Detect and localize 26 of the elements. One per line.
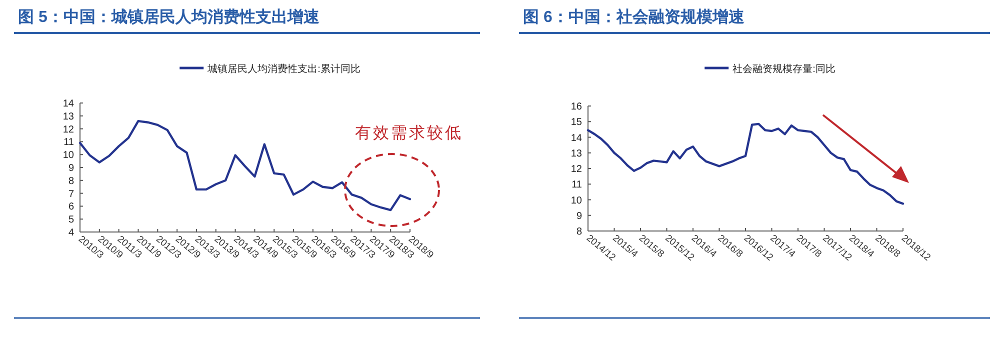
y-tick-label: 11: [572, 180, 582, 191]
y-tick-label: 13: [570, 148, 582, 160]
y-tick-label: 12: [62, 124, 74, 136]
y-tick-label: 14: [62, 98, 74, 110]
y-tick-label: 11: [64, 137, 74, 148]
y-tick-label: 4: [68, 228, 74, 238]
y-tick-label: 9: [68, 163, 74, 174]
legend-label: 社会融资规模存量:同比: [732, 63, 836, 75]
legend-label: 城镇居民人均消费性支出:累计同比: [206, 63, 360, 75]
line-series: [586, 122, 904, 205]
chart-title: 图 5：中国：城镇居民人均消费性支出增速: [18, 8, 320, 26]
y-tick-label: 10: [62, 150, 74, 162]
y-tick-label: 14: [570, 132, 582, 144]
y-tick-label: 9: [576, 210, 582, 222]
y-tick-label: 7: [68, 188, 74, 200]
y-tick-label: 8: [68, 176, 74, 187]
annotation: 有效需求较低: [355, 124, 463, 142]
y-tick-label: 6: [68, 202, 74, 213]
y-tick-label: 5: [68, 214, 74, 226]
y-tick-label: 13: [62, 111, 74, 122]
y-tick-label: 8: [576, 226, 582, 238]
chart-title: 图 6：中国：社会融资规模增速: [523, 8, 746, 26]
y-tick-label: 15: [570, 117, 582, 128]
y-tick-label: 12: [570, 164, 582, 175]
y-tick-label: 16: [570, 102, 582, 112]
y-tick-label: 10: [570, 195, 582, 206]
